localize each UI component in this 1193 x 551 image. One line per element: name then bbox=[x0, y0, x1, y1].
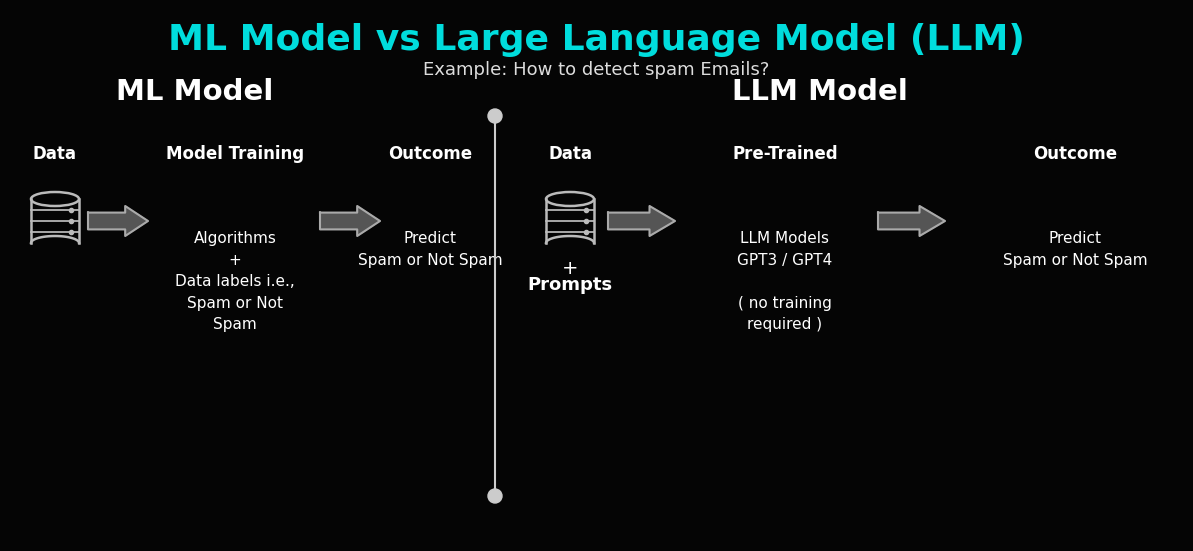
Polygon shape bbox=[878, 206, 945, 236]
Text: ML Model vs Large Language Model (LLM): ML Model vs Large Language Model (LLM) bbox=[168, 23, 1025, 57]
Text: Model Training: Model Training bbox=[166, 145, 304, 163]
Text: Algorithms
+
Data labels i.e.,
Spam or Not
Spam: Algorithms + Data labels i.e., Spam or N… bbox=[175, 231, 295, 332]
Text: Example: How to detect spam Emails?: Example: How to detect spam Emails? bbox=[424, 61, 769, 79]
Text: Data: Data bbox=[548, 145, 592, 163]
Text: ML Model: ML Model bbox=[116, 78, 273, 106]
Text: Predict
Spam or Not Spam: Predict Spam or Not Spam bbox=[358, 231, 502, 268]
Text: Outcome: Outcome bbox=[388, 145, 472, 163]
Circle shape bbox=[488, 109, 502, 123]
Polygon shape bbox=[608, 206, 675, 236]
Text: +: + bbox=[562, 259, 579, 278]
Text: Predict
Spam or Not Spam: Predict Spam or Not Spam bbox=[1002, 231, 1148, 268]
Circle shape bbox=[488, 489, 502, 503]
Text: LLM Model: LLM Model bbox=[733, 78, 908, 106]
Polygon shape bbox=[88, 206, 148, 236]
Text: LLM Models
GPT3 / GPT4

( no training
required ): LLM Models GPT3 / GPT4 ( no training req… bbox=[737, 231, 833, 332]
Text: Outcome: Outcome bbox=[1033, 145, 1117, 163]
Text: Prompts: Prompts bbox=[527, 276, 612, 294]
Polygon shape bbox=[320, 206, 381, 236]
Text: Data: Data bbox=[33, 145, 78, 163]
Text: Pre-Trained: Pre-Trained bbox=[733, 145, 837, 163]
